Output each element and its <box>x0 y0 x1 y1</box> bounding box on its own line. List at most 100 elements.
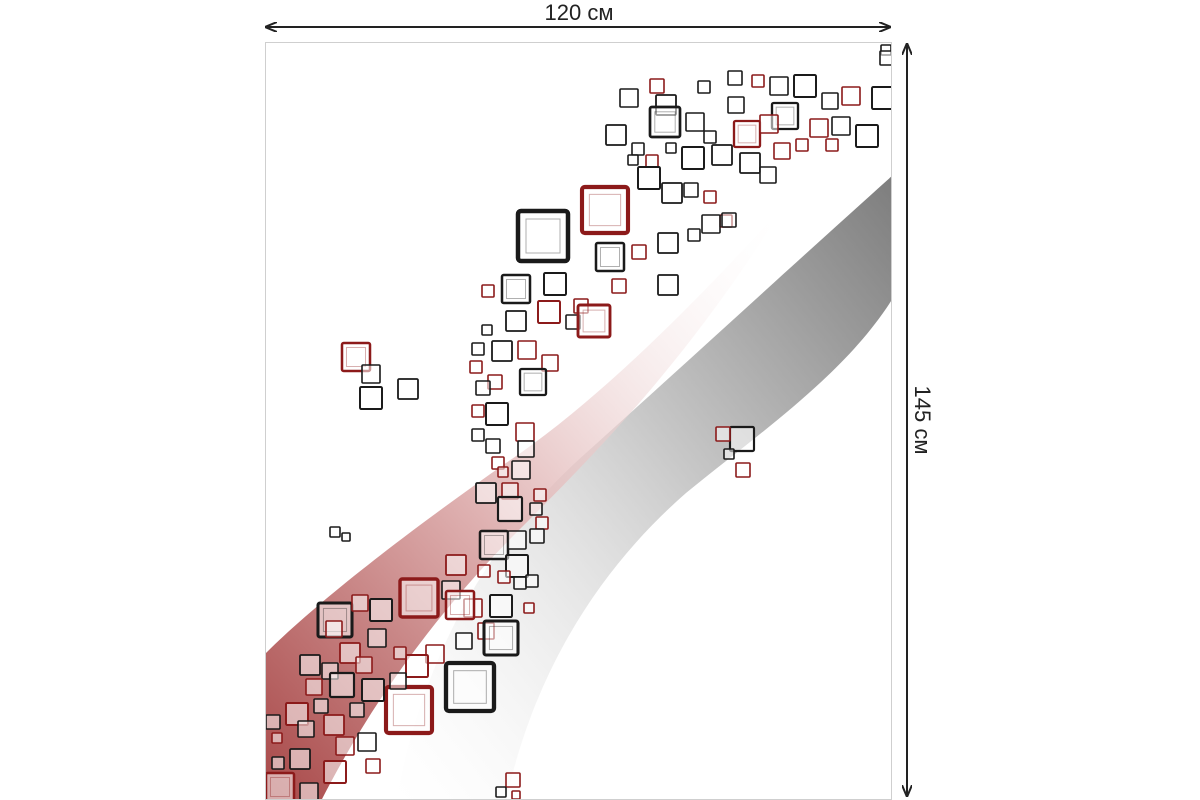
pattern-square <box>701 214 721 234</box>
pattern-square <box>855 124 879 148</box>
pattern-square <box>627 154 639 166</box>
pattern-square <box>349 702 365 718</box>
pattern-square <box>485 402 509 426</box>
pattern-square <box>523 602 535 614</box>
pattern-square-inner <box>737 124 757 144</box>
pattern-square <box>471 404 485 418</box>
pattern-square <box>529 528 545 544</box>
abstract-squares-pattern <box>266 44 891 799</box>
pattern-square <box>697 80 711 94</box>
pattern-square-inner <box>523 372 543 392</box>
pattern-square <box>657 274 679 296</box>
pattern-square <box>455 632 473 650</box>
pattern-square <box>339 642 361 664</box>
pattern-square <box>533 488 547 502</box>
pattern-square <box>631 142 645 156</box>
pattern-square <box>505 310 527 332</box>
pattern-square <box>271 732 283 744</box>
pattern-square <box>313 698 329 714</box>
pattern-square-inner <box>582 309 606 333</box>
pattern-square <box>445 554 467 576</box>
pattern-square <box>685 112 705 132</box>
pattern-square <box>477 564 491 578</box>
pattern-square <box>518 367 548 397</box>
pattern-square-inner <box>505 278 527 300</box>
pattern-square <box>289 748 311 770</box>
pattern-square <box>405 654 429 678</box>
pattern-square <box>728 425 756 453</box>
pattern-square <box>357 732 377 752</box>
pattern-square <box>619 88 639 108</box>
pattern-square <box>397 378 419 400</box>
pattern-square <box>398 577 440 619</box>
pattern-square <box>329 526 341 538</box>
pattern-square <box>579 184 631 236</box>
pattern-square <box>489 594 513 618</box>
pattern-square <box>482 619 520 657</box>
pattern-square <box>299 654 321 676</box>
pattern-square <box>795 138 809 152</box>
pattern-square <box>515 422 535 442</box>
pattern-square <box>328 671 356 699</box>
pattern-square <box>665 142 677 154</box>
pattern-square <box>769 76 789 96</box>
pattern-square <box>645 154 659 168</box>
pattern-square <box>271 756 285 770</box>
pattern-square <box>355 656 373 674</box>
pattern-square <box>739 152 761 174</box>
pattern-square <box>285 702 309 726</box>
pattern-square <box>631 244 647 260</box>
pattern-square <box>495 786 507 798</box>
pattern-square-inner <box>392 693 426 727</box>
pattern-square <box>341 532 351 542</box>
pattern-square <box>365 758 381 774</box>
pattern-square <box>511 790 521 799</box>
pattern-square <box>831 116 851 136</box>
pattern-square <box>497 466 509 478</box>
pattern-square <box>359 386 383 410</box>
pattern-square <box>759 114 779 134</box>
pattern-square <box>871 86 891 110</box>
pattern-square <box>773 142 791 160</box>
pattern-square <box>266 771 296 799</box>
pattern-square <box>266 714 281 730</box>
pattern-square <box>471 342 485 356</box>
squares-group <box>266 44 891 799</box>
pattern-square <box>361 678 385 702</box>
pattern-square <box>425 644 445 664</box>
pattern-square <box>517 340 537 360</box>
pattern-square-inner <box>453 670 487 704</box>
pattern-square <box>323 760 347 784</box>
pattern-square <box>525 574 539 588</box>
pattern-square <box>299 782 319 799</box>
pattern-square <box>305 678 323 696</box>
pattern-square <box>879 50 891 66</box>
pattern-square <box>443 660 497 714</box>
pattern-square <box>367 628 387 648</box>
pattern-square <box>471 428 485 442</box>
pattern-square-inner <box>405 584 433 612</box>
pattern-square <box>505 772 521 788</box>
pattern-square <box>821 92 839 110</box>
pattern-square <box>497 570 511 584</box>
pattern-square-inner <box>588 193 622 227</box>
pattern-square <box>389 672 407 690</box>
pattern-square <box>325 620 343 638</box>
pattern-square-inner <box>483 534 505 556</box>
pattern-square <box>661 182 683 204</box>
pattern-square-inner <box>654 111 676 133</box>
pattern-square <box>841 86 861 106</box>
pattern-square-inner <box>599 246 621 268</box>
pattern-square <box>511 460 531 480</box>
pattern-square <box>500 273 532 305</box>
pattern-square <box>759 166 777 184</box>
pattern-square <box>323 714 345 736</box>
pattern-square <box>475 380 491 396</box>
pattern-square-inner <box>525 218 561 254</box>
pattern-square <box>711 144 733 166</box>
pattern-square <box>543 272 567 296</box>
pattern-square <box>648 105 682 139</box>
pattern-square <box>683 182 699 198</box>
pattern-square <box>393 646 407 660</box>
